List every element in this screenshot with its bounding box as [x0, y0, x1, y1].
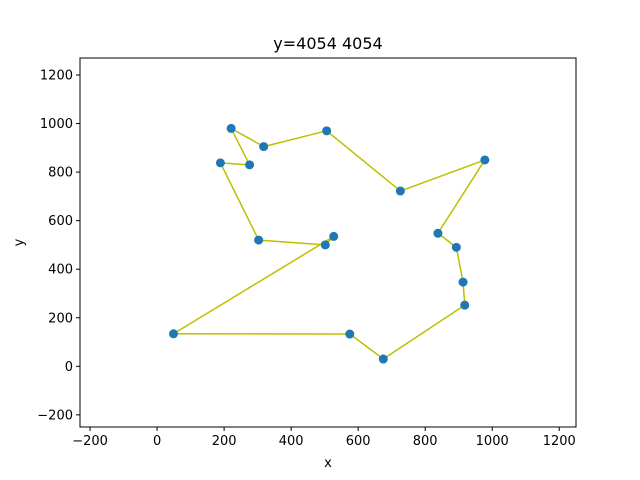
y-axis-label: y — [12, 238, 27, 246]
axes-frame — [79, 57, 577, 428]
path-segment — [400, 159, 486, 192]
scatter-point — [320, 240, 330, 250]
y-tick-label: 800 — [48, 166, 73, 181]
y-axis: −200 0 200 400 600 800 1000 1200 — [37, 68, 80, 423]
x-tick-label: 1200 — [543, 434, 576, 449]
y-tick-label: 1000 — [40, 117, 73, 132]
scatter-point — [451, 242, 461, 252]
path-segment — [230, 127, 265, 148]
scatter-point — [259, 142, 269, 152]
path-segment — [455, 247, 464, 283]
scatter-point — [480, 155, 490, 165]
scatter-point — [226, 123, 236, 133]
scatter-point — [169, 329, 179, 339]
path-segment — [437, 159, 486, 234]
scatter-point — [345, 329, 355, 339]
scatter-point — [329, 231, 339, 241]
scatter-point — [322, 126, 332, 136]
scatter-point — [433, 228, 443, 238]
y-tick-label: 600 — [48, 214, 73, 229]
scatter-point — [215, 158, 225, 168]
path-segment — [349, 333, 384, 360]
x-tick-label: 400 — [279, 434, 304, 449]
path-segment — [219, 162, 260, 241]
scatter-point — [460, 300, 470, 310]
scatter-point — [254, 235, 264, 245]
x-axis: −200 0 200 400 600 800 1000 1200 — [72, 427, 576, 449]
path-segment — [220, 162, 250, 166]
y-tick-label: 400 — [48, 263, 73, 278]
x-tick-label: 800 — [413, 434, 438, 449]
path-segment — [258, 239, 326, 246]
y-tick-label: −200 — [37, 408, 73, 423]
x-axis-label: x — [324, 456, 332, 471]
x-tick-label: 200 — [212, 434, 237, 449]
x-tick-label: −200 — [72, 434, 108, 449]
x-tick-label: 600 — [346, 434, 371, 449]
y-tick-label: 1200 — [40, 68, 73, 83]
y-tick-label: 0 — [65, 360, 73, 375]
chart-title: y=4054 4054 — [273, 34, 382, 53]
scatter-point — [395, 186, 405, 196]
y-tick-label: 200 — [48, 311, 73, 326]
path-segment — [263, 130, 327, 148]
x-tick-label: 0 — [153, 434, 161, 449]
plot-area — [169, 123, 490, 364]
scatter-point — [245, 160, 255, 170]
scatter-point — [378, 354, 388, 364]
path-segment — [230, 128, 251, 166]
path-segment — [326, 130, 401, 192]
x-tick-label: 1000 — [476, 434, 509, 449]
path-segment — [382, 304, 466, 360]
path-segment — [173, 235, 335, 335]
scatter-point — [458, 277, 468, 287]
